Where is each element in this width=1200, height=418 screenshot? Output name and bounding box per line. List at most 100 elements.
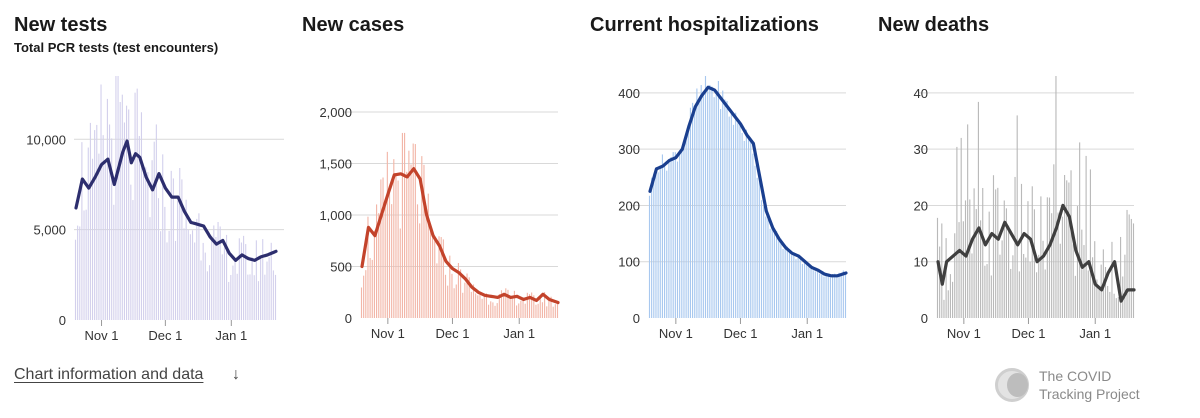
down-arrow-icon[interactable]: ↓: [232, 366, 240, 383]
cases-bar: [444, 274, 447, 318]
tests-bar: [74, 239, 77, 320]
hosp-bar: [689, 107, 691, 318]
hosp-bar: [694, 105, 696, 318]
cases-bar: [554, 304, 556, 318]
deaths-bar: [949, 274, 951, 318]
deaths-bar: [1014, 176, 1016, 318]
cases-bar: [373, 230, 375, 318]
cases-bar: [388, 186, 391, 318]
cases-bar: [393, 159, 395, 318]
tests-bar: [136, 88, 138, 321]
tests-bar: [102, 135, 104, 320]
cases-bar: [453, 288, 455, 318]
cases-bar: [438, 236, 440, 318]
deaths-bar: [1053, 164, 1055, 318]
deaths-bar: [997, 187, 999, 318]
deaths-bar: [1081, 229, 1083, 318]
deaths-bar: [969, 199, 971, 318]
deaths-bar: [1096, 279, 1098, 318]
cases-bar: [378, 213, 380, 318]
tests-title: New tests: [14, 14, 108, 36]
tests-bar: [213, 225, 215, 320]
cases-bar: [384, 199, 386, 318]
deaths-bar: [1003, 200, 1005, 318]
tests-bar: [160, 231, 162, 320]
hosp-bar: [773, 228, 775, 318]
hosp-bar: [810, 268, 812, 318]
cases-bar: [414, 144, 416, 318]
deaths-bar: [1016, 115, 1018, 319]
tests-bar: [87, 147, 89, 320]
cases-bar: [528, 294, 531, 318]
cases-bar: [492, 302, 494, 318]
deaths-bar: [995, 189, 997, 318]
hosp-bar: [834, 273, 836, 318]
deaths-bar: [1104, 267, 1107, 318]
deaths-bar: [975, 209, 977, 318]
cases-bar: [550, 296, 552, 318]
hosp-bar: [758, 178, 760, 318]
brand-logo[interactable]: The COVID Tracking Project: [995, 366, 1165, 406]
cases-bar: [541, 302, 543, 318]
chart-info-link[interactable]: Chart information and data: [14, 366, 204, 383]
hosp-bar: [698, 98, 700, 318]
cases-avg-line: [360, 167, 560, 305]
tests-bar: [94, 130, 96, 320]
cases-bar: [526, 292, 528, 318]
hosp-ytick-label: 0: [633, 311, 640, 326]
tests-avg-line: [74, 139, 278, 262]
deaths-bar: [1117, 297, 1119, 318]
tests-bar: [217, 222, 219, 320]
hosp-bar: [681, 149, 683, 318]
deaths-bar: [992, 175, 995, 318]
hosp-bar: [836, 276, 838, 318]
hosp-bar: [808, 264, 810, 318]
tests-ytick-label: 0: [59, 313, 66, 328]
cases-bar: [421, 156, 423, 318]
deaths-avg-line: [936, 203, 1136, 303]
hosp-bar: [771, 225, 773, 318]
cases-bar: [408, 150, 410, 318]
hosp-chart: 0 100 200 300 400 Nov 1 Dec 1 Jan 1: [618, 76, 848, 341]
tests-bar: [238, 238, 240, 320]
hosp-bar: [709, 84, 711, 319]
deaths-bar: [954, 233, 956, 318]
hosp-bar: [724, 99, 726, 318]
hosp-bar: [743, 140, 745, 318]
hosp-panel: Current hospitalizations 0 100 200 300 400 No…: [590, 0, 860, 341]
cases-bar: [546, 306, 548, 318]
cases-bar: [494, 305, 496, 318]
cases-bar: [371, 259, 373, 318]
deaths-ytick-label: 20: [914, 198, 928, 213]
hosp-bar: [776, 231, 778, 318]
cases-bar: [490, 301, 492, 318]
deaths-bar: [1025, 257, 1027, 318]
cases-bar: [367, 216, 369, 318]
tests-ytick-label: 5,000: [33, 223, 66, 238]
tests-bar: [268, 257, 270, 320]
tests-bar: [234, 260, 236, 320]
deaths-ytick-label: 40: [914, 86, 928, 101]
cases-bar: [535, 304, 537, 318]
deaths-bar: [1008, 225, 1010, 318]
hosp-bar: [692, 102, 694, 318]
cases-bar: [397, 180, 399, 318]
cases-bar: [460, 269, 462, 318]
tests-bar: [200, 260, 202, 320]
deaths-bar: [943, 299, 945, 318]
deaths-bar: [962, 221, 964, 318]
tests-bar: [177, 200, 179, 320]
deaths-chart: 0 10 20 30 40 Nov 1 Dec 1 Jan 1: [914, 76, 1136, 341]
hosp-bar: [711, 86, 713, 318]
tests-bar: [174, 240, 177, 320]
cases-bar: [436, 263, 438, 318]
hosp-bar: [793, 252, 795, 318]
tests-bar: [138, 135, 140, 320]
tests-bar: [206, 271, 208, 320]
deaths-bar: [1027, 201, 1029, 318]
tests-bar: [149, 217, 151, 320]
hosp-bar: [821, 271, 823, 318]
tests-bar: [253, 275, 255, 320]
cases-bar: [539, 297, 541, 318]
hosp-bar: [707, 87, 709, 318]
